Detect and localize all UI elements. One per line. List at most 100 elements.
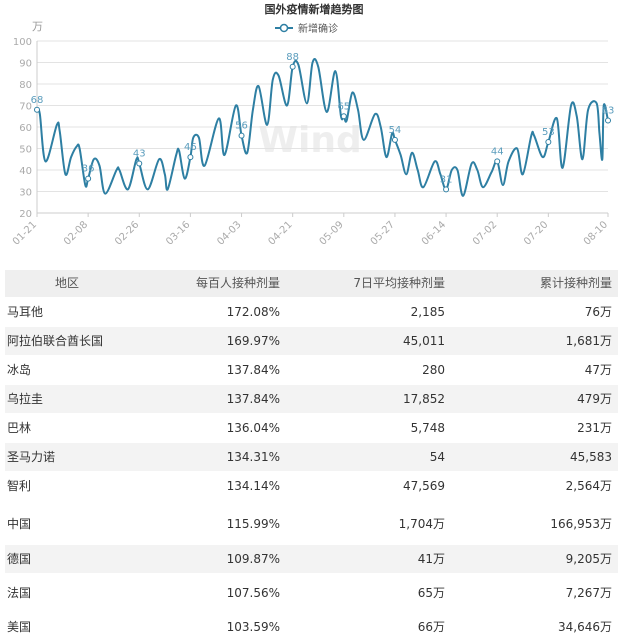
- trend-chart: 国外疫情新增趋势图 新增确诊 万 Wind 20 30 40 50 60 70 80 90 10…: [11, 2, 615, 248]
- cell-region: 巴林: [7, 421, 32, 435]
- cell-7day-avg: 54: [429, 450, 445, 464]
- y-tick-label: 40: [19, 166, 32, 177]
- x-tick-label: 06-14: [420, 219, 448, 247]
- data-point: [545, 139, 552, 146]
- cell-total: 7,267万: [565, 586, 612, 600]
- y-tick-label: 100: [13, 37, 32, 48]
- cell-7day-avg: 1,704万: [398, 517, 445, 531]
- cell-per-hundred: 107.56%: [226, 586, 280, 600]
- cell-per-hundred: 172.08%: [226, 305, 280, 319]
- cell-per-hundred: 103.59%: [226, 620, 280, 634]
- x-tick-label: 03-16: [164, 219, 192, 247]
- data-label: 36: [82, 164, 95, 175]
- data-label: 63: [602, 106, 615, 117]
- data-point: [238, 132, 245, 139]
- x-tick-label: 05-27: [369, 219, 397, 247]
- series-line: [36, 58, 609, 197]
- legend: 新增确诊: [275, 22, 338, 35]
- y-tick-label: 30: [19, 188, 32, 199]
- data-point: [443, 186, 450, 193]
- cell-total: 34,646万: [558, 620, 612, 634]
- data-label: 43: [133, 149, 146, 160]
- table-row: 美国 103.59% 66万 34,646万: [5, 613, 618, 641]
- y-axis-unit: 万: [32, 20, 43, 33]
- cell-region: 法国: [7, 586, 32, 600]
- cell-total: 479万: [577, 392, 612, 406]
- cell-region: 阿拉伯联合酋长国: [7, 334, 104, 348]
- table-row: 中国 115.99% 1,704万 166,953万: [5, 510, 618, 538]
- data-point: [391, 136, 398, 143]
- y-tick-label: 90: [19, 59, 32, 70]
- data-label: 31: [440, 174, 453, 185]
- data-point: [187, 154, 194, 161]
- cell-region: 德国: [7, 552, 32, 566]
- data-point: [289, 63, 296, 70]
- table-row: 冰岛 137.84% 280 47万: [5, 356, 618, 384]
- cell-per-hundred: 115.99%: [226, 517, 280, 531]
- cell-7day-avg: 5,748: [410, 421, 445, 435]
- table-row: 巴林 136.04% 5,748 231万: [5, 414, 618, 442]
- data-label: 46: [184, 142, 197, 153]
- cell-total: 231万: [577, 421, 612, 435]
- data-label: 56: [235, 121, 248, 132]
- cell-per-hundred: 134.31%: [226, 450, 280, 464]
- cell-7day-avg: 17,852: [403, 392, 445, 406]
- header-per-hundred: 每百人接种剂量: [195, 276, 280, 290]
- header-7day-avg: 7日平均接种剂量: [353, 276, 445, 290]
- data-point: [85, 175, 92, 182]
- cell-7day-avg: 65万: [417, 586, 445, 600]
- x-tick-label: 01-21: [11, 219, 39, 247]
- cell-region: 美国: [7, 620, 32, 634]
- x-tick-label: 04-03: [215, 219, 243, 247]
- table-row: 德国 109.87% 41万 9,205万: [5, 545, 618, 573]
- cell-region: 智利: [7, 479, 32, 493]
- data-label: 65: [337, 101, 350, 112]
- cell-7day-avg: 2,185: [410, 305, 445, 319]
- y-tick-label: 60: [19, 123, 32, 134]
- data-point: [136, 160, 143, 167]
- cell-per-hundred: 169.97%: [226, 334, 280, 348]
- table-row: 马耳他 172.08% 2,185 76万: [5, 298, 618, 326]
- data-point: [605, 117, 611, 124]
- cell-total: 1,681万: [565, 334, 612, 348]
- cell-7day-avg: 66万: [417, 620, 445, 634]
- chart-title: 国外疫情新增趋势图: [265, 2, 364, 16]
- table-row: 乌拉圭 137.84% 17,852 479万: [5, 385, 618, 413]
- cell-region: 马耳他: [7, 305, 44, 319]
- y-tick-label: 50: [19, 145, 32, 156]
- table-row: 圣马力诺 134.31% 54 45,583: [5, 443, 618, 471]
- cell-7day-avg: 41万: [417, 552, 445, 566]
- cell-total: 2,564万: [565, 479, 612, 493]
- legend-label: 新增确诊: [298, 22, 338, 35]
- cell-per-hundred: 136.04%: [226, 421, 280, 435]
- cell-per-hundred: 137.84%: [226, 363, 280, 377]
- x-tick-label: 04-21: [266, 219, 294, 247]
- header-total: 累计接种剂量: [539, 276, 612, 290]
- cell-total: 45,583: [570, 450, 612, 464]
- data-label: 68: [31, 95, 44, 106]
- data-point: [34, 106, 40, 113]
- data-label: 53: [542, 127, 555, 138]
- cell-region: 乌拉圭: [7, 392, 44, 406]
- data-point: [340, 113, 347, 120]
- watermark: Wind: [258, 120, 361, 161]
- cell-7day-avg: 45,011: [403, 334, 445, 348]
- y-tick-label: 70: [19, 102, 32, 113]
- header-region: 地区: [55, 276, 80, 290]
- table-row: 阿拉伯联合酋长国 169.97% 45,011 1,681万: [5, 327, 618, 355]
- cell-region: 圣马力诺: [7, 450, 56, 464]
- cell-per-hundred: 134.14%: [226, 479, 280, 493]
- cell-per-hundred: 109.87%: [226, 552, 280, 566]
- cell-7day-avg: 280: [422, 363, 445, 377]
- x-tick-label: 07-02: [471, 219, 499, 247]
- data-label: 88: [286, 52, 299, 63]
- x-tick-label: 07-20: [522, 219, 550, 247]
- x-tick-label: 02-08: [62, 219, 90, 247]
- cell-total: 47万: [584, 363, 612, 377]
- x-tick-label: 08-10: [582, 219, 610, 247]
- table-row: 法国 107.56% 65万 7,267万: [5, 579, 618, 607]
- cell-total: 9,205万: [565, 552, 612, 566]
- cell-total: 166,953万: [550, 517, 612, 531]
- data-label: 44: [491, 146, 504, 157]
- x-tick-label: 05-09: [318, 219, 346, 247]
